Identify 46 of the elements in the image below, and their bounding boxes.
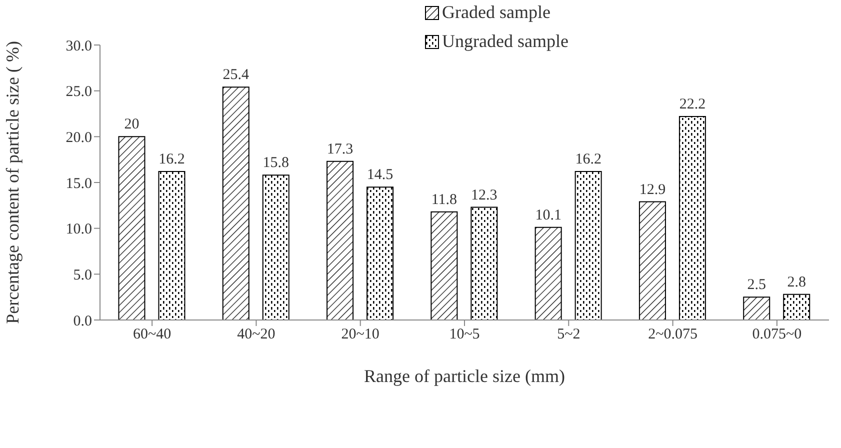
bar	[534, 226, 562, 320]
y-tick-label: 5.0	[73, 267, 92, 284]
y-tick-label: 15.0	[66, 176, 92, 192]
bar	[470, 206, 498, 320]
x-tick-label: 60~40	[133, 326, 172, 343]
bar	[678, 116, 706, 320]
data-label: 15.8	[262, 155, 290, 172]
y-tick-label: 0.0	[73, 313, 92, 330]
bar	[366, 186, 394, 320]
legend-label: Graded sample	[442, 2, 550, 23]
data-label: 12.3	[471, 187, 498, 204]
data-label: 22.2	[679, 96, 706, 112]
x-tick-label: 0.075~0	[752, 326, 802, 343]
x-tick-label: 20~10	[341, 326, 380, 343]
bar	[783, 294, 810, 320]
x-axis-title: Range of particle size (mm)	[364, 366, 565, 386]
y-tick-label: 20.0	[66, 130, 92, 146]
x-tick-label: 10~5	[449, 326, 480, 343]
bar	[118, 136, 146, 320]
y-tick-label: 25.0	[66, 84, 92, 100]
bar	[262, 174, 290, 320]
data-label: 14.5	[366, 167, 394, 184]
x-tick-label: 2~0.075	[648, 326, 698, 343]
bar	[222, 86, 250, 320]
bar	[743, 296, 770, 320]
y-tick-label: 30.0	[66, 38, 92, 54]
data-label: 16.2	[158, 152, 185, 168]
bar	[638, 201, 666, 320]
data-label: 17.3	[326, 141, 354, 158]
data-label: 20	[124, 116, 140, 133]
x-tick-label: 5~2	[557, 326, 580, 343]
y-tick-label: 10.0	[66, 222, 92, 238]
bar	[574, 171, 602, 320]
x-tick-label: 40~20	[237, 326, 276, 343]
legend-label: Ungraded sample	[442, 31, 568, 52]
data-label: 16.2	[575, 152, 602, 168]
data-label: 11.8	[431, 192, 458, 208]
data-label: 10.1	[535, 207, 562, 224]
data-label: 2.5	[747, 277, 766, 294]
data-label: 12.9	[639, 182, 666, 198]
bar	[430, 211, 458, 320]
data-label: 25.4	[222, 67, 250, 84]
y-axis-title: Percentage content of particle size ( %)	[2, 41, 22, 324]
bar	[326, 160, 354, 320]
data-label: 2.8	[787, 274, 806, 290]
bar	[158, 171, 186, 320]
